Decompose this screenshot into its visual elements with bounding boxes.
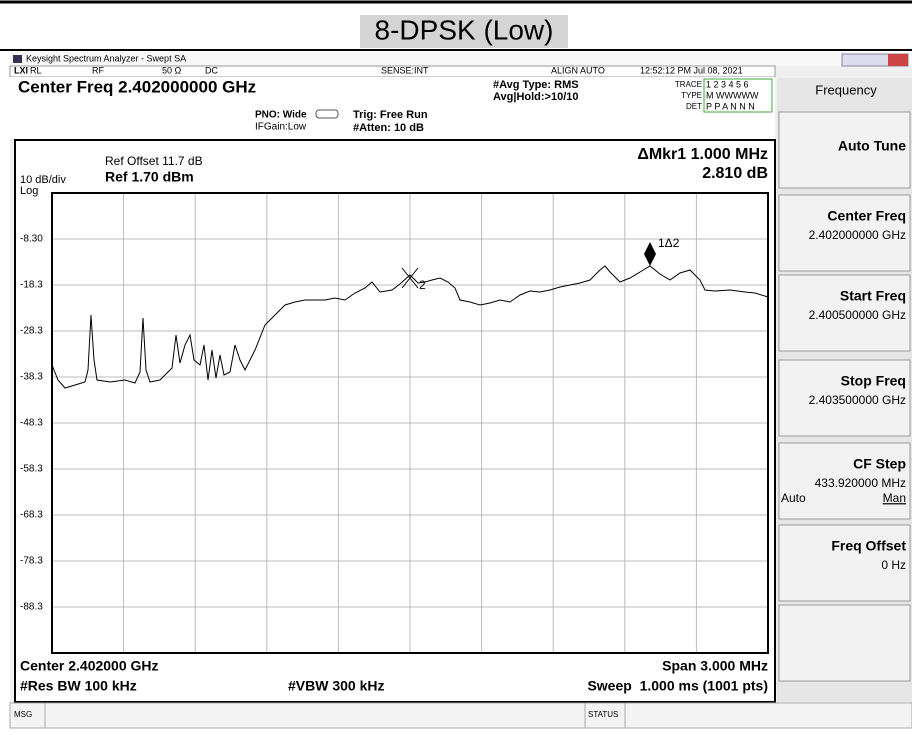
graph-panel	[14, 139, 776, 703]
softkey-value: 2.400500000 GHz	[809, 308, 906, 322]
vbw: #VBW 300 kHz	[288, 678, 384, 694]
softkey-label: Center Freq	[827, 208, 906, 224]
ifgain: IFGain:Low	[255, 122, 307, 133]
trace-values: 1 2 3 4 5 6	[706, 79, 749, 89]
impedance: 50 Ω	[162, 65, 182, 75]
rl: RL	[30, 65, 42, 75]
rf: RF	[92, 65, 104, 75]
status: STATUS	[588, 710, 618, 719]
title-bar	[10, 52, 912, 66]
avg-type: #Avg Type: RMS	[493, 79, 579, 91]
softkey-value: 0 Hz	[881, 558, 906, 572]
marker-2	[401, 267, 419, 289]
lxi: LXI	[14, 65, 28, 75]
softkey-value: 2.403500000 GHz	[809, 393, 906, 407]
marker-1-label: 1Δ2	[658, 236, 680, 250]
softkey-label: Freq Offset	[831, 538, 906, 554]
softkey[interactable]	[778, 604, 911, 682]
y-label: -78.3	[20, 556, 43, 567]
softkey-label: Start Freq	[840, 288, 906, 304]
plot-frame	[51, 192, 769, 654]
y-label: -88.3	[20, 602, 43, 613]
softkey-option: Man	[883, 491, 906, 505]
span: Span 3.000 MHz	[662, 658, 768, 674]
y-label: -48.3	[20, 418, 43, 429]
det-values: P P A N N N	[706, 101, 755, 111]
softkey-label: Auto Tune	[838, 138, 906, 154]
msg: MSG	[14, 710, 32, 719]
center-freq: Center Freq 2.402000000 GHz	[18, 77, 256, 96]
avg-hold: Avg|Hold:>10/10	[493, 91, 579, 103]
softkey-value: 2.402000000 GHz	[809, 228, 906, 242]
softkey-label: Stop Freq	[841, 373, 906, 389]
coupling: DC	[205, 65, 218, 75]
scale: 10 dB/div	[20, 174, 66, 186]
softkey-option: Auto	[781, 491, 806, 505]
softkey[interactable]	[778, 359, 911, 437]
datetime: 12:52:12 PM Jul 08, 2021	[640, 65, 743, 75]
y-label: -8.30	[20, 234, 43, 245]
center: Center 2.402000 GHz	[20, 658, 159, 674]
delta-marker: ΔMkr1 1.000 MHz	[637, 146, 768, 163]
atten: #Atten: 10 dB	[353, 122, 424, 134]
app-icon	[13, 55, 22, 63]
pno: PNO: Wide	[255, 110, 307, 121]
trace-label: TRACE	[675, 80, 702, 89]
window-title: Keysight Spectrum Analyzer - Swept SA	[26, 53, 186, 63]
rbw: #Res BW 100 kHz	[20, 678, 137, 694]
softkey[interactable]	[778, 111, 911, 189]
trig: Trig: Free Run	[353, 109, 428, 121]
y-label: -28.3	[20, 326, 43, 337]
ref-offset: Ref Offset 11.7 dB	[105, 154, 203, 168]
softkey[interactable]	[778, 442, 911, 520]
settings-area	[10, 77, 775, 139]
grid: -8.30 -18.3 -28.3 -38.3 -48.3 -58.3 -68.3 -78.3…	[20, 193, 768, 653]
softkey[interactable]	[778, 524, 911, 602]
softkeys: Auto Tune Center Freq 2.402000000 GHz Start…	[778, 111, 911, 682]
marker-2-label: 2	[419, 278, 426, 292]
softkey-value: 433.920000 MHz	[815, 476, 906, 490]
sense: SENSE:INT	[381, 65, 429, 75]
title-box	[360, 15, 568, 48]
trace	[51, 265, 769, 389]
softkey[interactable]	[778, 194, 911, 272]
y-label: -58.3	[20, 464, 43, 475]
type-values: M WWWWW	[706, 90, 759, 100]
marker-1	[644, 242, 656, 266]
sweep: Sweep 1.000 ms (1001 pts)	[587, 678, 768, 694]
softkey[interactable]	[778, 274, 911, 352]
det-label: DET	[686, 102, 702, 111]
y-label: -68.3	[20, 510, 43, 521]
softkey-label: CF Step	[853, 456, 906, 472]
y-label: -38.3	[20, 372, 43, 383]
delta-value: 2.810 dB	[702, 165, 768, 182]
type-label: TYPE	[681, 91, 702, 100]
y-label: -18.3	[20, 280, 43, 291]
trace-box	[703, 78, 773, 113]
ref-level: Ref 1.70 dBm	[105, 169, 194, 185]
close-button[interactable]	[888, 54, 908, 66]
softkey-menu: Frequency	[815, 82, 877, 97]
pno-icon	[315, 109, 339, 119]
title: 8-DPSK (Low)	[375, 14, 554, 45]
log: Log	[20, 185, 38, 197]
footer	[9, 702, 912, 729]
align: ALIGN AUTO	[551, 65, 605, 75]
